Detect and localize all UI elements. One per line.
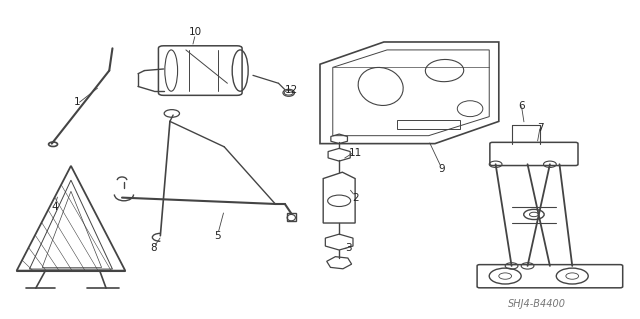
Text: 1: 1 <box>74 97 81 107</box>
Text: SHJ4-B4400: SHJ4-B4400 <box>508 299 566 309</box>
Text: 2: 2 <box>352 193 358 203</box>
Text: 8: 8 <box>150 243 157 253</box>
Text: 12: 12 <box>285 85 298 95</box>
Text: 10: 10 <box>189 27 202 37</box>
Text: 7: 7 <box>537 123 543 133</box>
Text: 9: 9 <box>438 164 445 174</box>
Text: 4: 4 <box>52 202 58 212</box>
Text: 5: 5 <box>214 231 221 241</box>
Text: 11: 11 <box>349 148 362 158</box>
Circle shape <box>524 209 544 219</box>
Text: 6: 6 <box>518 100 524 110</box>
Text: 3: 3 <box>346 243 352 253</box>
